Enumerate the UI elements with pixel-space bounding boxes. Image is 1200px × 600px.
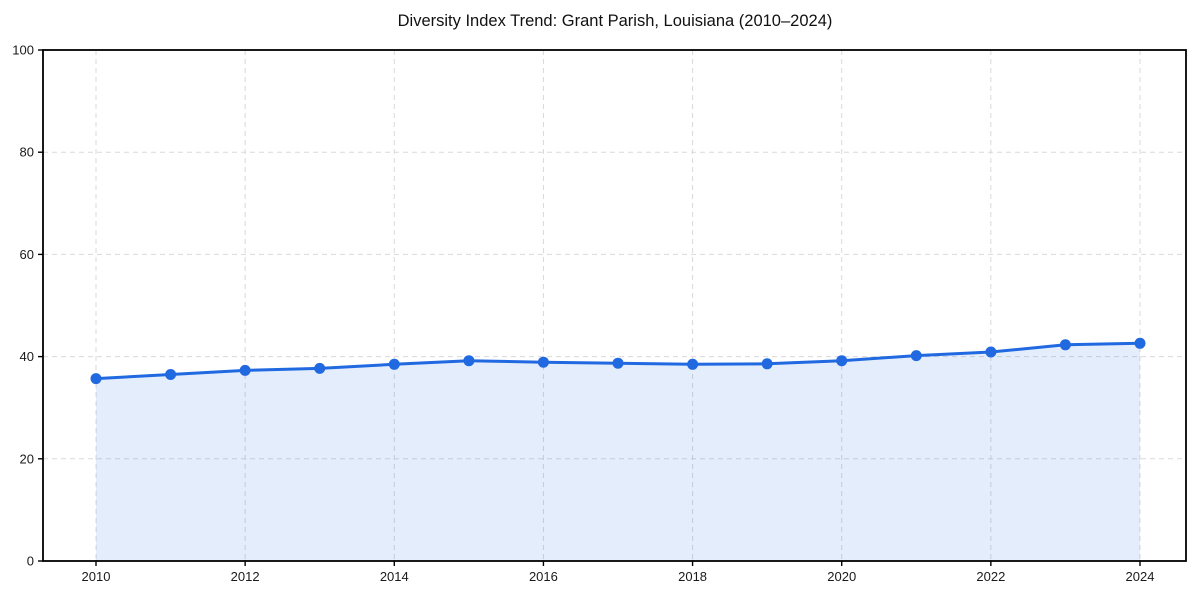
data-point — [985, 346, 997, 358]
data-point — [239, 364, 251, 376]
y-tick-label: 0 — [27, 554, 34, 569]
x-tick-label: 2018 — [678, 569, 707, 584]
x-tick-label: 2014 — [380, 569, 409, 584]
data-point — [1134, 337, 1146, 349]
x-tick-label: 2024 — [1126, 569, 1155, 584]
data-point — [165, 369, 177, 380]
x-tick-label: 2022 — [976, 569, 1005, 584]
y-tick-label: 80 — [20, 145, 34, 160]
data-point — [612, 357, 624, 369]
data-point — [687, 358, 699, 370]
x-tick-label: 2012 — [231, 569, 260, 584]
data-point — [910, 350, 922, 362]
data-point — [90, 373, 102, 385]
data-point — [388, 358, 400, 370]
y-tick-label: 60 — [20, 247, 34, 262]
data-point — [836, 355, 848, 367]
area-fill — [96, 343, 1140, 561]
y-tick-label: 40 — [20, 349, 34, 364]
data-point — [1059, 339, 1071, 351]
plot-border — [42, 49, 1187, 562]
y-tick-label: 20 — [20, 451, 34, 466]
x-tick-label: 2020 — [827, 569, 856, 584]
data-point — [761, 358, 773, 370]
y-tick-label: 100 — [12, 43, 34, 58]
x-tick-label: 2010 — [82, 569, 111, 584]
data-point — [537, 356, 549, 368]
chart-title: Diversity Index Trend: Grant Parish, Lou… — [397, 12, 833, 30]
x-tick-label: 2016 — [529, 569, 558, 584]
data-point — [314, 362, 326, 374]
data-point — [463, 355, 475, 367]
